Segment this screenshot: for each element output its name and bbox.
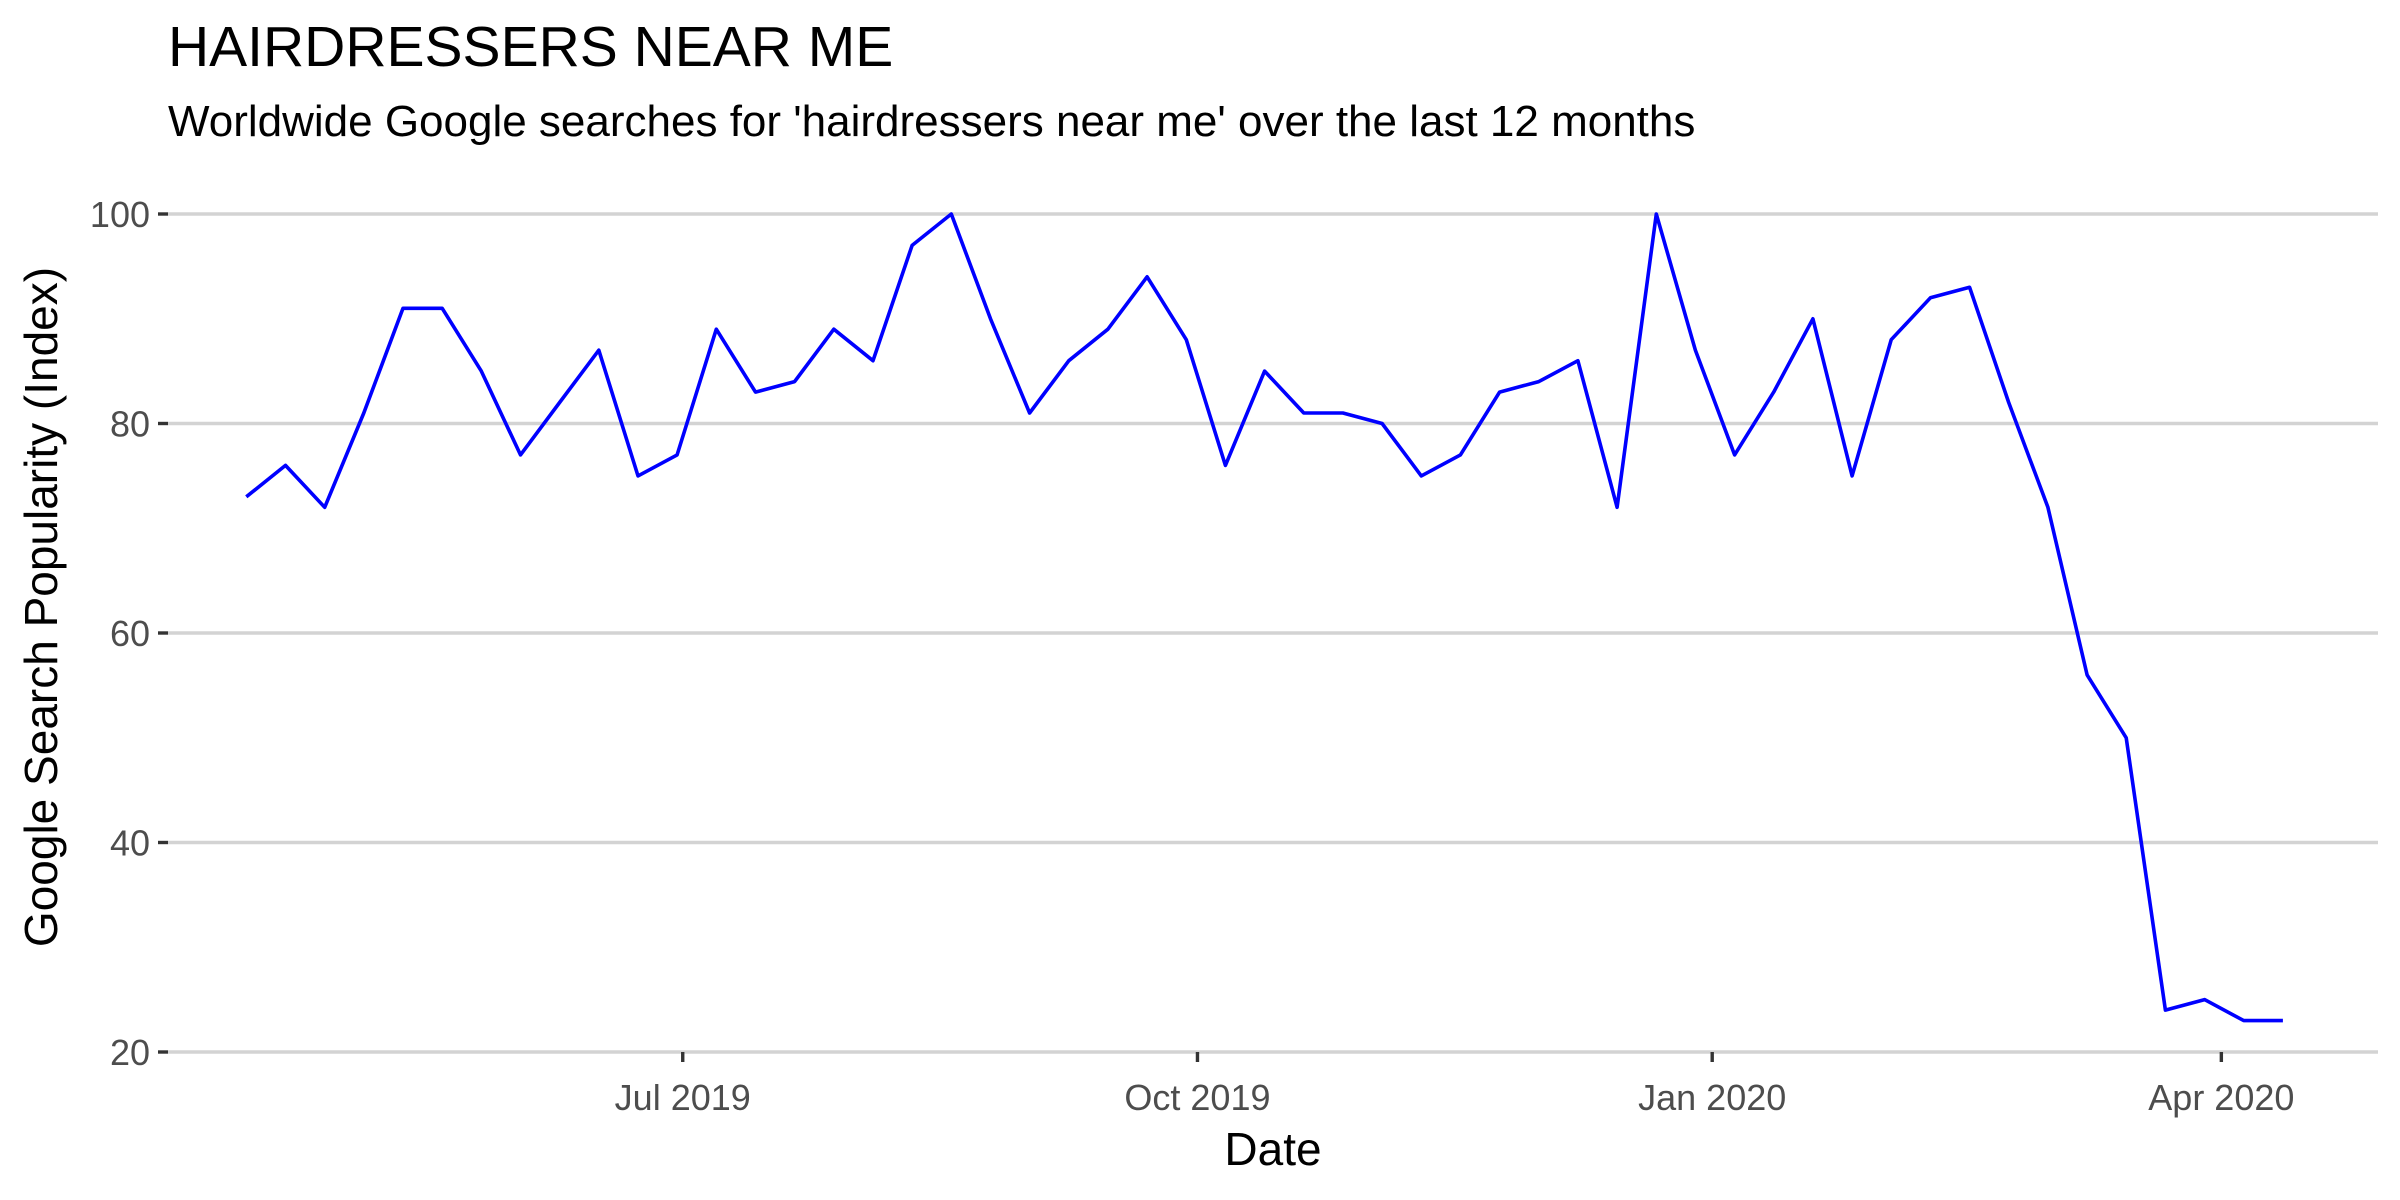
- y-axis: 20 40 60 80 100: [90, 194, 168, 1073]
- x-tick-label: Jul 2019: [615, 1077, 751, 1118]
- y-tick-label: 80: [110, 404, 150, 445]
- gridlines: [168, 212, 2378, 1054]
- y-tick-label: 60: [110, 613, 150, 654]
- chart-title: HAIRDRESSERS NEAR ME: [168, 15, 893, 79]
- x-axis: Jul 2019 Oct 2019 Jan 2020 Apr 2020: [615, 1052, 2294, 1118]
- y-tick-label: 100: [90, 194, 150, 235]
- x-tick-label: Apr 2020: [2148, 1077, 2294, 1118]
- x-axis-title: Date: [1224, 1123, 1321, 1175]
- x-tick-label: Jan 2020: [1638, 1077, 1786, 1118]
- y-tick-label: 40: [110, 823, 150, 864]
- series-line: [245, 212, 2283, 1023]
- y-tick-label: 20: [110, 1032, 150, 1073]
- y-axis-title: Google Search Popularity (Index): [15, 267, 67, 947]
- chart-subtitle: Worldwide Google searches for 'hairdress…: [168, 97, 1695, 146]
- x-tick-label: Oct 2019: [1124, 1077, 1270, 1118]
- series-layer: [245, 212, 2283, 1023]
